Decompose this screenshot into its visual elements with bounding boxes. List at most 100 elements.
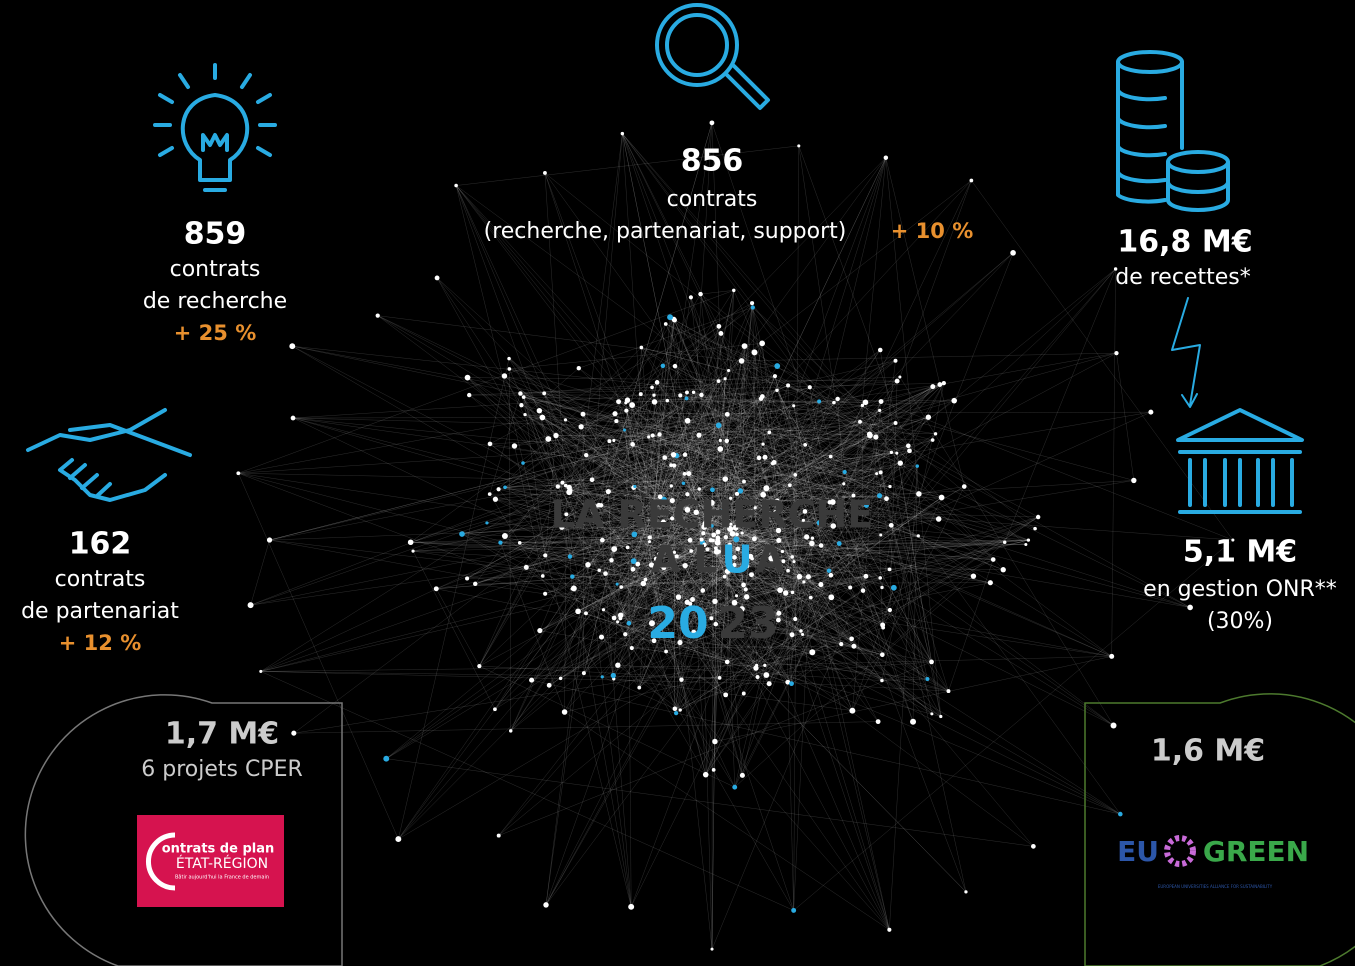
network-edge	[715, 539, 1029, 549]
network-node	[563, 483, 568, 488]
network-edge	[436, 539, 1029, 590]
network-edge	[520, 393, 854, 496]
network-edge	[498, 488, 737, 495]
network-edge	[524, 414, 653, 436]
network-edge	[238, 440, 727, 474]
network-node	[630, 442, 635, 447]
network-node	[498, 540, 503, 545]
network-edge	[523, 396, 726, 696]
network-edge	[269, 539, 644, 584]
network-node	[750, 301, 755, 306]
network-edge	[545, 532, 704, 595]
network-edge	[710, 421, 861, 541]
network-node	[946, 689, 951, 694]
network-edge	[787, 543, 813, 683]
network-edge	[398, 454, 686, 840]
network-edge	[617, 665, 681, 711]
network-node	[801, 518, 806, 522]
network-edge	[713, 534, 883, 681]
network-edge	[620, 473, 690, 616]
network-edge	[455, 185, 681, 711]
network-edge	[676, 533, 704, 557]
network-node	[650, 433, 655, 438]
network-edge	[791, 474, 796, 684]
network-edge	[734, 542, 1005, 788]
network-edge	[725, 343, 763, 538]
network-edge	[689, 603, 743, 776]
network-node	[842, 469, 847, 475]
network-edge	[467, 377, 898, 382]
network-node	[937, 382, 943, 387]
network-edge	[687, 387, 810, 421]
network-edge	[693, 392, 881, 473]
network-edge	[504, 382, 658, 488]
network-node	[829, 499, 836, 505]
network-edge	[640, 394, 661, 497]
network-edge	[386, 541, 650, 759]
network-edge	[602, 448, 721, 541]
network-edge	[889, 569, 1114, 726]
network-edge	[624, 429, 766, 458]
network-edge	[377, 315, 881, 579]
network-edge	[486, 490, 571, 524]
network-edge	[687, 420, 881, 473]
network-node	[712, 598, 718, 605]
network-edge	[479, 665, 949, 692]
center-title: U	[722, 538, 753, 582]
network-node	[673, 711, 679, 716]
network-node	[741, 691, 746, 696]
network-node	[929, 659, 934, 665]
network-edge	[729, 303, 753, 529]
network-node	[559, 524, 565, 530]
network-edge	[504, 375, 727, 442]
network-edge	[498, 444, 633, 490]
network-edge	[762, 444, 832, 576]
network-edge	[689, 386, 933, 541]
network-edge	[614, 414, 728, 550]
network-node	[629, 645, 634, 651]
stat-label: (30%)	[1207, 609, 1273, 634]
network-edge	[674, 516, 1039, 709]
network-edge	[793, 538, 813, 911]
network-edge	[912, 466, 918, 722]
network-edge	[783, 560, 1114, 726]
network-edge	[617, 533, 733, 585]
network-node	[487, 441, 493, 447]
network-edge	[663, 444, 806, 500]
logo-text: ÉTAT-RÉGION	[176, 855, 268, 872]
network-edge	[586, 454, 887, 499]
network-edge	[632, 444, 933, 715]
network-node	[990, 557, 996, 562]
network-edge	[520, 393, 614, 441]
network-edge	[725, 534, 738, 695]
network-node	[702, 542, 707, 547]
network-edge	[711, 421, 861, 619]
network-edge	[386, 483, 844, 759]
network-node	[539, 414, 546, 421]
network-edge	[622, 133, 705, 545]
network-edge	[774, 376, 852, 639]
network-edge	[724, 576, 792, 684]
network-edge	[504, 487, 1233, 541]
network-edge	[410, 435, 557, 543]
network-edge	[736, 493, 795, 562]
network-edge	[701, 539, 851, 588]
network-edge	[783, 560, 851, 588]
network-edge	[455, 185, 845, 473]
network-node	[496, 487, 501, 492]
network-edge	[696, 512, 1029, 541]
network-node	[607, 439, 612, 444]
network-node	[708, 499, 715, 506]
network-node	[893, 358, 898, 363]
network-node	[723, 377, 727, 381]
network-edge	[436, 277, 735, 603]
network-edge	[649, 319, 675, 542]
network-edge	[542, 417, 746, 590]
network-node	[759, 340, 766, 347]
network-edge	[793, 474, 796, 562]
network-edge	[730, 498, 855, 647]
network-node	[723, 511, 727, 515]
network-edge	[621, 586, 883, 656]
network-edge	[698, 435, 779, 531]
